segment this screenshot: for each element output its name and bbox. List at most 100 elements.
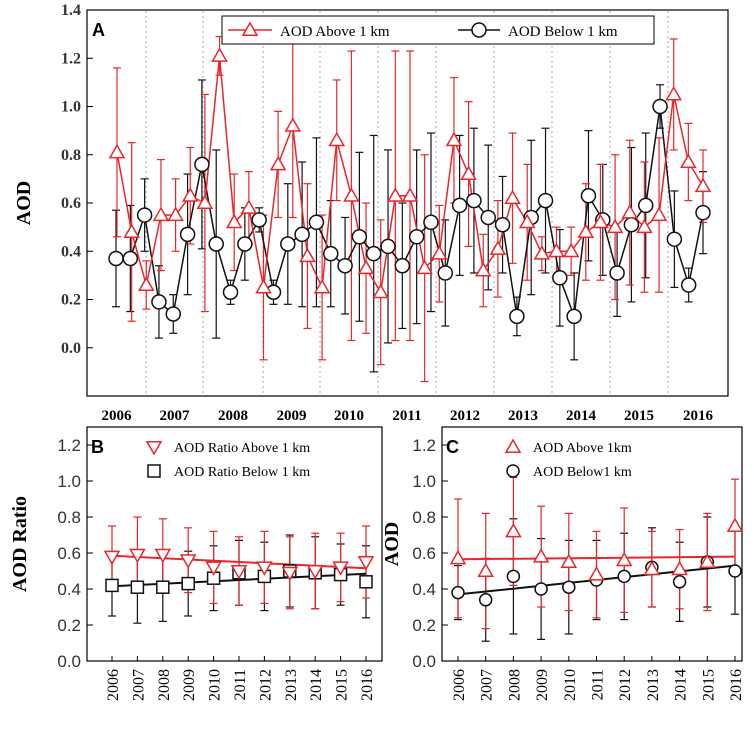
panel-b-above-point [103, 550, 121, 566]
panel-c-above-point [643, 560, 661, 576]
panel-a-below-point [466, 192, 482, 209]
panel-a-above-point [562, 242, 580, 258]
panel-c-above-point [560, 553, 578, 568]
panel-a-above-point [108, 143, 126, 159]
panel-c-above-point [532, 548, 550, 563]
panel-b-below-trend [111, 572, 367, 588]
panel-a-above-point [650, 206, 668, 222]
panel-a-above-point [269, 155, 287, 171]
panel-c-xtick-label: 2006 [451, 669, 468, 701]
panel-a-below-point [609, 265, 625, 281]
panel-a-above-point [357, 259, 375, 275]
panel-b-xtick-label: 2006 [105, 669, 122, 701]
panel-a-above-point [123, 223, 140, 238]
panel-b-ytick-label: 1.0 [57, 472, 81, 491]
panel-a-above-point [196, 194, 214, 209]
panel-c-ytick-label: 0.6 [412, 544, 436, 563]
panel-a-above-point [284, 117, 302, 132]
panel-a-below-point [451, 197, 468, 214]
panel-a-below-point [179, 226, 196, 243]
panel-b-xtick-label: 2013 [283, 669, 300, 701]
panel-b-ytick-label: 0.6 [57, 544, 81, 563]
panel-a-above-point [474, 262, 492, 277]
panel-a-below-point [280, 236, 296, 252]
panel-c-xtick-label: 2013 [645, 669, 662, 701]
panel-c-above-trend [457, 555, 736, 561]
panel-a-above-point [343, 187, 360, 202]
panel-c-ytick-label: 0.2 [412, 616, 436, 635]
panel-a-year-label: 2012 [450, 408, 480, 424]
panel-c-legend-above-label: AOD Above 1km [533, 441, 632, 456]
panel-a-ytick-label: 1.2 [61, 50, 81, 67]
panel-a-above-point [518, 213, 536, 229]
panel-b-ytick-label: 1.2 [57, 436, 81, 455]
panel-c-below-point [728, 564, 742, 578]
panel-b-above-point [256, 561, 273, 576]
panel-b-ytick-label: 0.2 [57, 616, 81, 635]
panel-b-xtick-label: 2010 [207, 669, 224, 701]
panel-a-above-point [431, 245, 448, 260]
panel-a-below-point [623, 216, 640, 233]
panel-b-legend-below-label: AOD Ratio Below 1 km [174, 465, 310, 480]
panel-b-legend-above-marker [145, 441, 163, 456]
panel-a-below-point [165, 306, 182, 322]
panel-c-ytick-label: 1.2 [412, 436, 436, 455]
panel-a-ytick-label: 1.0 [61, 99, 81, 116]
panel-a-year-label: 2016 [683, 408, 714, 424]
panel-b-above-point [205, 561, 222, 576]
panel-a-below-line [116, 106, 704, 317]
panel-a-ytick-label: 0.4 [61, 243, 81, 260]
panel-b-below-point [156, 580, 170, 594]
panel-a-below-point [423, 214, 439, 231]
panel-a-legend-below-marker [471, 22, 487, 38]
panel-a-legend-above-marker [241, 21, 259, 36]
panel-c-above-point [505, 522, 522, 538]
panel-a-below-point [365, 245, 382, 262]
panel-a-below-point [251, 212, 267, 228]
panel-a-year-label: 2009 [277, 408, 307, 424]
panel-c-below-point [506, 569, 521, 584]
panel-a-above-point [181, 187, 199, 202]
panel-b-xtick-label: 2014 [308, 669, 325, 701]
panel-a-above-point [577, 223, 595, 238]
panel-c-ytick-label: 0.0 [412, 652, 436, 671]
panel-a-below-point [408, 229, 425, 245]
panel-b-legend-below-marker [147, 464, 161, 478]
panel-c-xtick-label: 2007 [479, 669, 496, 701]
panel-a-year-label: 2008 [218, 408, 248, 424]
panel-c-below-point [672, 575, 687, 589]
panel-a-below-point [323, 245, 339, 262]
panel-c-legend-below-marker [506, 464, 520, 478]
panel-a-ytick-label: 0.6 [61, 195, 81, 212]
panel-c-above-point [615, 551, 633, 567]
panel-c-legend-below-label: AOD Below1 km [533, 465, 632, 480]
panel-a-above-point [138, 276, 155, 292]
panel-a-legend-above-label: AOD Above 1 km [280, 24, 390, 40]
panel-c-label: C [446, 437, 459, 457]
panel-a-year-label: 2010 [334, 408, 364, 424]
panel-c-ytick-label: 0.4 [412, 580, 436, 599]
panel-a-below-point [652, 98, 668, 115]
panel-a-above-point [606, 218, 624, 234]
panel-a-above-point [211, 47, 228, 62]
panel-c-ytick-label: 1.0 [412, 472, 436, 491]
panel-a-year-label: 2011 [392, 408, 421, 424]
panel-a-year-label: 2007 [160, 408, 191, 424]
panel-a-below-point [566, 308, 582, 325]
panel-a-below-point [494, 216, 511, 233]
panel-a-above-point [533, 245, 551, 260]
panel-b-above-trend [111, 554, 367, 570]
panel-a-year-label: 2015 [624, 408, 654, 424]
panel-a-below-point [480, 209, 496, 226]
panel-c-xtick-label: 2012 [617, 669, 634, 701]
panel-c-above-point [477, 562, 494, 577]
panel-a-below-point [394, 257, 411, 274]
panel-c-below-point [562, 580, 576, 594]
panel-c: 0.0 0.2 0.4 0.6 0.8 1.0 1.2 AOD 2006 2007 2008 2009… [381, 436, 745, 701]
panel-a-legend-box [221, 15, 655, 45]
panel-a-above-point [401, 187, 419, 202]
panel-a-below-point [666, 231, 683, 247]
panel-a-above-point [152, 206, 170, 222]
panel-a-above-point [328, 131, 346, 147]
panel-c-xtick-label: 2015 [700, 669, 717, 701]
